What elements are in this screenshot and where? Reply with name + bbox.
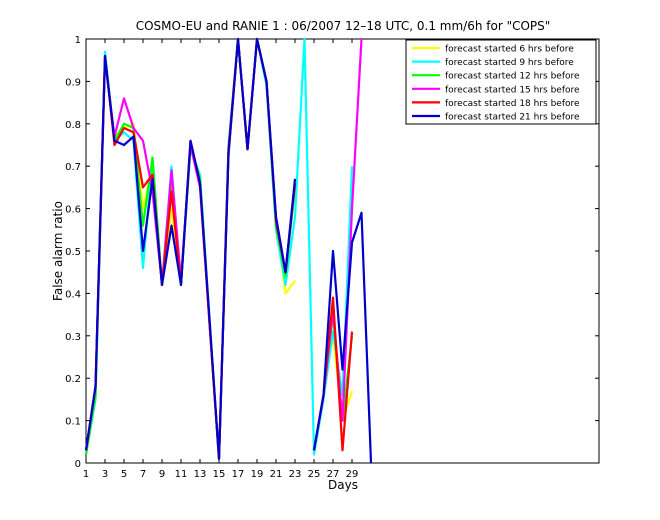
x-axis-label: Days [328, 478, 358, 492]
series-line [312, 211, 373, 464]
x-tick-label: 27 [327, 469, 340, 480]
x-tick-label: 17 [232, 469, 245, 480]
x-tick-label: 29 [346, 469, 359, 480]
legend-label: forecast started 15 hrs before [445, 85, 580, 95]
y-axis-label: False alarm ratio [51, 201, 65, 301]
series-layer [84, 37, 373, 464]
legend-label: forecast started 9 hrs before [445, 58, 574, 68]
y-tick-label: 0.6 [65, 205, 81, 216]
x-tick-label: 1 [83, 469, 89, 480]
series-line [84, 37, 297, 460]
chart-title: COSMO-EU and RANIE 1 : 06/2007 12–18 UTC… [136, 19, 551, 33]
y-tick-label: 1 [75, 35, 81, 46]
x-tick-label: 7 [140, 469, 146, 480]
x-tick-label: 19 [251, 469, 264, 480]
x-tick-label: 3 [102, 469, 108, 480]
x-tick-label: 5 [121, 469, 127, 480]
y-tick-label: 0.8 [65, 120, 81, 131]
legend-label: forecast started 21 hrs before [445, 113, 580, 123]
y-tick-label: 0.1 [65, 417, 81, 428]
x-tick-label: 25 [308, 469, 321, 480]
series-6 [84, 37, 373, 464]
y-tick-label: 0.9 [65, 77, 81, 88]
y-tick-label: 0 [75, 459, 81, 470]
y-tick-label: 0.7 [65, 162, 81, 173]
y-tick-label: 0.3 [65, 332, 81, 343]
x-tick-label: 15 [213, 469, 226, 480]
legend-label: forecast started 6 hrs before [445, 45, 574, 55]
x-tick-label: 23 [289, 469, 302, 480]
legend-label: forecast started 12 hrs before [445, 72, 580, 82]
legend: forecast started 6 hrs before forecast st… [405, 39, 597, 125]
y-tick-label: 0.2 [65, 374, 81, 385]
x-tick-label: 21 [270, 469, 283, 480]
legend-label: forecast started 18 hrs before [445, 99, 580, 109]
x-tick-label: 13 [194, 469, 207, 480]
axis-ticks: 1 3 5 7 9 11 13 15 17 19 21 23 25 27 2900.10.20.30.40.… [65, 35, 599, 480]
x-tick-label: 11 [175, 469, 188, 480]
legend-box [405, 39, 597, 125]
y-tick-label: 0.4 [65, 289, 81, 300]
y-tick-label: 0.5 [65, 247, 81, 258]
x-tick-label: 9 [159, 469, 165, 480]
